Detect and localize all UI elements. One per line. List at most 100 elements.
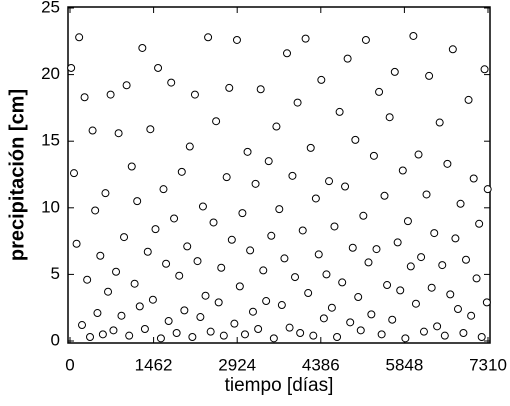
point [75, 33, 84, 42]
point [80, 93, 89, 102]
point [256, 85, 265, 94]
point [269, 334, 278, 343]
point [367, 310, 376, 319]
point [285, 323, 294, 332]
point [264, 157, 273, 166]
point [369, 151, 378, 160]
point [232, 35, 241, 44]
point [330, 222, 339, 231]
point [306, 143, 315, 152]
plot-frame [67, 6, 491, 344]
point [91, 206, 100, 215]
y-tick-label: 0 [51, 330, 60, 349]
point [230, 319, 239, 328]
point [151, 225, 160, 234]
point [180, 306, 189, 315]
point [86, 333, 95, 342]
point [206, 327, 215, 336]
y-tick-label: 20 [41, 64, 60, 83]
point [317, 75, 326, 84]
point [401, 334, 410, 343]
point [201, 291, 210, 300]
point [333, 333, 342, 342]
point [425, 71, 434, 80]
point [293, 98, 302, 107]
point [361, 35, 370, 44]
point [78, 321, 87, 330]
point [467, 311, 476, 320]
point [438, 261, 447, 270]
point [341, 182, 350, 191]
point [319, 314, 328, 323]
point [175, 271, 184, 280]
point [304, 289, 313, 298]
point [172, 329, 181, 338]
point [406, 262, 415, 271]
y-tick-label: 10 [41, 197, 60, 216]
point [70, 169, 79, 178]
point [164, 317, 173, 326]
point [246, 246, 255, 255]
point [138, 43, 147, 52]
point [117, 311, 126, 320]
point [243, 147, 252, 156]
point [106, 90, 115, 99]
point [267, 231, 276, 240]
point [396, 286, 405, 295]
point [472, 274, 481, 283]
point [204, 33, 213, 42]
point [235, 282, 244, 291]
point [477, 333, 486, 342]
point [101, 189, 110, 198]
point [409, 31, 418, 40]
point [275, 205, 284, 214]
point [167, 78, 176, 87]
point [114, 129, 123, 138]
x-tick-label: 4386 [302, 355, 340, 374]
point [346, 318, 355, 327]
point [183, 242, 192, 251]
point [380, 191, 389, 200]
point [135, 302, 144, 311]
point [130, 279, 139, 288]
point [298, 226, 307, 235]
point [262, 297, 271, 306]
point [127, 162, 136, 171]
point [198, 202, 207, 211]
point [419, 327, 428, 336]
point [311, 194, 320, 203]
x-tick-label: 2924 [218, 355, 256, 374]
point [225, 83, 234, 92]
point [185, 142, 194, 151]
point [446, 290, 455, 299]
point [177, 167, 186, 176]
point [156, 334, 165, 343]
y-tick-label: 25 [41, 0, 60, 16]
point [356, 326, 365, 335]
x-axis-label: tiempo [días] [225, 375, 334, 396]
point [451, 234, 460, 243]
point [188, 333, 197, 342]
point [93, 309, 102, 318]
point [364, 258, 373, 267]
point [385, 113, 394, 122]
x-tick-label: 7310 [469, 355, 507, 374]
point [435, 118, 444, 127]
point [411, 299, 420, 308]
point [348, 243, 357, 252]
point [280, 254, 289, 263]
y-tick-label: 5 [51, 264, 60, 283]
point [254, 325, 263, 334]
point [388, 315, 397, 324]
point [354, 293, 363, 302]
point [288, 171, 297, 180]
point [456, 199, 465, 208]
point [96, 251, 105, 260]
point [133, 197, 142, 206]
point [453, 305, 462, 314]
point [327, 303, 336, 312]
point [475, 219, 484, 228]
point [443, 159, 452, 168]
